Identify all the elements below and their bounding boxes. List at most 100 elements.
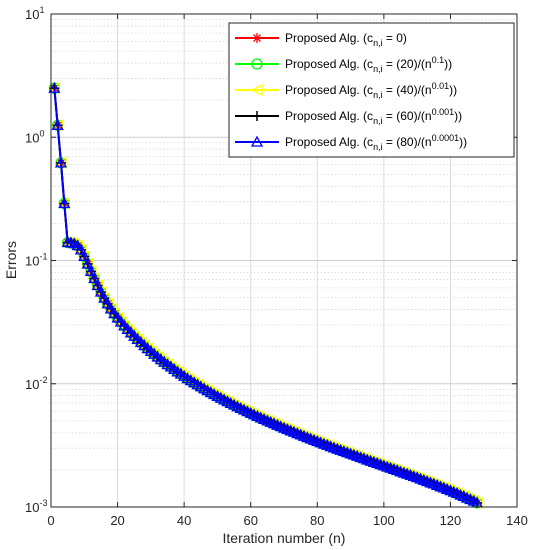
series-5-point xyxy=(357,452,370,464)
y-tick-label: 10-1 xyxy=(25,252,47,269)
axis-ticks: 0 20 40 60 80 100 120 140 10-3 10-2 10-1 100 101 xyxy=(25,5,528,528)
series-5-point xyxy=(334,443,347,455)
grid xyxy=(50,13,518,508)
series-5-point xyxy=(281,423,294,435)
series-5-point xyxy=(307,433,321,445)
y-tick-label: 10-3 xyxy=(25,498,47,515)
series-5-point xyxy=(81,257,94,269)
series-5-point xyxy=(234,402,247,414)
series-5-point xyxy=(337,445,351,457)
x-axis-label: Iteration number (n) xyxy=(223,530,346,546)
series-5-point xyxy=(304,432,317,444)
series-5-point xyxy=(411,471,424,483)
series-5-point xyxy=(317,437,331,449)
series-5-point xyxy=(271,418,284,430)
series-5-point xyxy=(224,397,237,409)
series-5-point xyxy=(381,460,394,472)
series-5-point xyxy=(74,243,88,255)
legend-entry-2: Proposed Alg. (cn,i = (20)/(n0.1)) xyxy=(235,55,452,74)
y-tick-label: 10-2 xyxy=(25,375,47,392)
legend-label: Proposed Alg. (cn,i = (40)/(n0.01)) xyxy=(285,81,457,100)
legend-marker xyxy=(252,33,262,43)
series-5-point xyxy=(254,411,267,423)
series-5 xyxy=(48,81,484,508)
series-5-point xyxy=(64,236,78,248)
series-5-point xyxy=(387,463,400,475)
legend-label: Proposed Alg. (cn,i = (80)/(n0.0001)) xyxy=(285,133,467,152)
series-5-point xyxy=(347,448,361,460)
legend-marker xyxy=(250,135,264,147)
legend-marker xyxy=(250,83,263,97)
series-5-point xyxy=(277,421,291,433)
series-5-point xyxy=(297,429,311,441)
legend-entry-4: Proposed Alg. (cn,i = (60)/(n0.001)) xyxy=(235,107,462,126)
series-5-point xyxy=(287,425,301,437)
legend-label: Proposed Alg. (cn,i = (20)/(n0.1)) xyxy=(285,55,452,74)
x-tick-label: 0 xyxy=(47,513,54,528)
series-5-point xyxy=(321,438,334,450)
legend-entry-1: Proposed Alg. (cn,i = 0) xyxy=(235,31,407,48)
series-5-point xyxy=(377,459,390,471)
series-5-point xyxy=(417,473,430,485)
y-axis-label: Errors xyxy=(3,241,19,279)
series-5-point xyxy=(267,417,281,429)
series-5-point xyxy=(48,81,61,93)
series-5-point xyxy=(361,453,374,465)
x-tick-label: 120 xyxy=(440,513,462,528)
series-5-point xyxy=(88,272,101,284)
series-5-point xyxy=(391,464,404,476)
series-5-point xyxy=(274,420,287,432)
series-5-point xyxy=(331,442,344,454)
legend-marker xyxy=(251,58,263,70)
series-5-point xyxy=(440,483,454,495)
legend-entry-5: Proposed Alg. (cn,i = (80)/(n0.0001)) xyxy=(235,133,467,152)
y-tick-label: 101 xyxy=(25,5,44,22)
x-tick-label: 20 xyxy=(110,513,124,528)
series-5-point xyxy=(364,454,377,466)
series-5-point xyxy=(444,484,457,496)
series-5-point xyxy=(437,481,450,493)
legend-label: Proposed Alg. (cn,i = (60)/(n0.001)) xyxy=(285,107,462,126)
series-group xyxy=(47,81,484,509)
series-5-point xyxy=(78,250,91,262)
legend-label: Proposed Alg. (cn,i = 0) xyxy=(285,31,407,48)
series-5-point xyxy=(397,466,410,478)
series-5-point xyxy=(374,458,387,470)
series-5-point xyxy=(401,467,414,479)
series-5-point xyxy=(91,279,104,291)
series-5-point xyxy=(291,427,304,439)
x-tick-label: 40 xyxy=(177,513,191,528)
series-5-point xyxy=(54,156,68,168)
series-5-point xyxy=(421,475,434,487)
series-5-point xyxy=(294,428,307,440)
series-5-point xyxy=(384,461,397,473)
series-5-point xyxy=(341,446,354,458)
series-5-point xyxy=(257,413,271,425)
series-5-point xyxy=(251,409,264,421)
series-5-point xyxy=(427,477,440,489)
series-5-point xyxy=(454,488,467,500)
series-5-point xyxy=(261,414,274,426)
x-tick-label: 80 xyxy=(310,513,324,528)
series-5-point xyxy=(407,470,420,482)
series-5-point xyxy=(404,468,417,480)
series-5-point xyxy=(327,441,341,453)
series-5-point xyxy=(51,118,64,130)
series-5-point xyxy=(108,307,121,319)
series-5-point xyxy=(354,451,367,463)
series-5-point xyxy=(424,476,437,488)
series-5-point xyxy=(104,302,118,314)
series-5-point xyxy=(101,297,114,309)
series-5-point xyxy=(301,431,314,443)
series-5-point xyxy=(371,457,384,469)
x-tick-label: 100 xyxy=(373,513,395,528)
y-tick-label: 100 xyxy=(25,128,44,145)
series-5-point xyxy=(324,440,337,452)
series-5-point xyxy=(241,405,254,417)
legend-marker xyxy=(252,111,262,121)
series-5-point xyxy=(244,406,257,418)
series-5-point xyxy=(98,291,111,303)
series-5-point xyxy=(431,478,444,490)
series-5-point xyxy=(351,449,364,461)
series-5-point xyxy=(394,465,407,477)
